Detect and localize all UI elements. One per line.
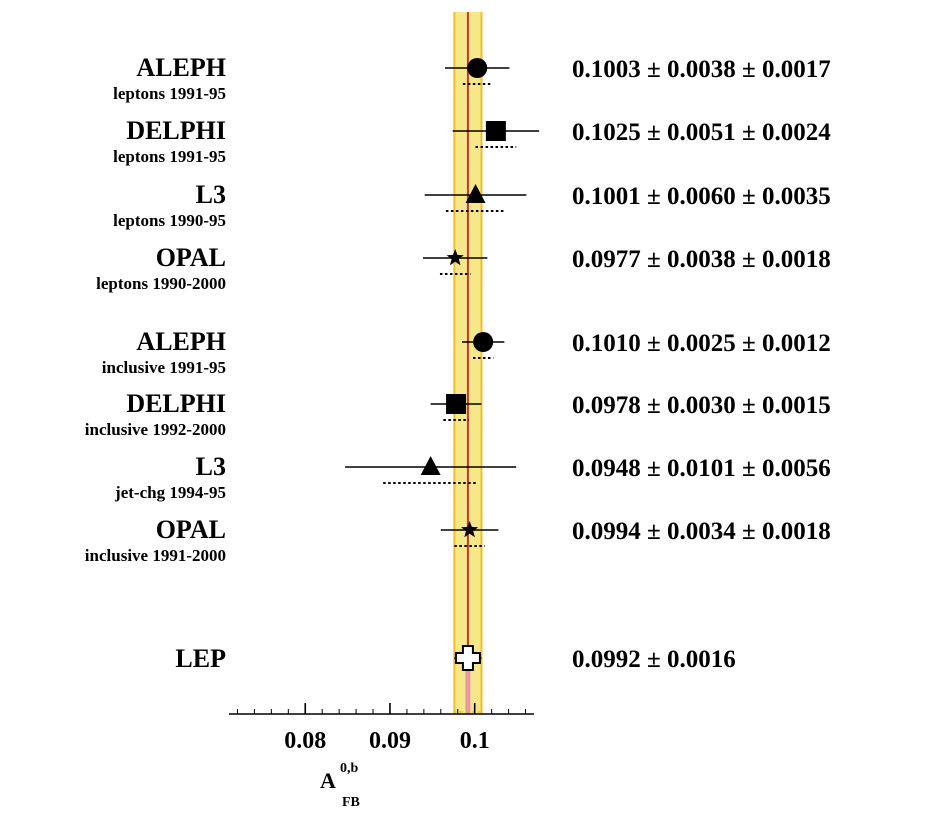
experiment-dataset: inclusive 1992-2000 bbox=[85, 420, 226, 439]
measurement-row: DELPHI inclusive 1992-2000 0.0978 ± 0.0030… bbox=[85, 389, 831, 439]
measurement-row: L3 jet-chg 1994-95 0.0948 ± 0.0101 ± 0.005… bbox=[114, 452, 831, 502]
circle-marker bbox=[473, 332, 494, 352]
experiment-dataset: leptons 1990-95 bbox=[113, 211, 226, 230]
measurement-row: L3 leptons 1990-95 0.1001 ± 0.0060 ± 0.003… bbox=[113, 180, 831, 230]
experiment-dataset: inclusive 1991-95 bbox=[102, 358, 226, 377]
combined-band-layer bbox=[453, 12, 483, 714]
triangle-marker bbox=[465, 184, 486, 203]
triangle-marker bbox=[420, 456, 441, 475]
open-cross-marker bbox=[454, 645, 481, 671]
experiment-dataset: leptons 1990-2000 bbox=[96, 274, 226, 293]
measurement-value: 0.1003 ± 0.0038 ± 0.0017 bbox=[572, 56, 831, 83]
x-tick-label: 0.1 bbox=[460, 728, 490, 754]
star-marker bbox=[446, 249, 464, 266]
measurement-value: 0.0994 ± 0.0034 ± 0.0018 bbox=[572, 518, 831, 545]
square-marker bbox=[485, 121, 506, 141]
measurement-row: ALEPH leptons 1991-95 0.1003 ± 0.0038 ± 0.… bbox=[113, 53, 831, 103]
x-tick-label: 0.08 bbox=[284, 728, 326, 754]
measurement-value: 0.1010 ± 0.0025 ± 0.0012 bbox=[572, 330, 831, 357]
experiment-name: L3 bbox=[196, 180, 226, 209]
experiment-name: OPAL bbox=[156, 243, 226, 272]
x-axis-label-subscript: FB bbox=[342, 795, 360, 810]
experiment-name: L3 bbox=[196, 452, 226, 481]
experiment-name: ALEPH bbox=[136, 53, 226, 82]
experiment-dataset: leptons 1991-95 bbox=[113, 84, 226, 103]
experiment-dataset: jet-chg 1994-95 bbox=[114, 483, 226, 502]
experiment-name: OPAL bbox=[156, 515, 226, 544]
combined-name: LEP bbox=[175, 644, 226, 673]
combined-value: 0.0992 ± 0.0016 bbox=[572, 646, 736, 673]
x-axis-label: A bbox=[320, 768, 336, 793]
star-marker bbox=[461, 521, 479, 538]
measurement-row: OPAL leptons 1990-2000 0.0977 ± 0.0038 ± 0… bbox=[96, 243, 831, 293]
measurement-value: 0.1025 ± 0.0051 ± 0.0024 bbox=[572, 119, 831, 146]
experiment-dataset: inclusive 1991-2000 bbox=[85, 546, 226, 565]
measurement-row: ALEPH inclusive 1991-95 0.1010 ± 0.0025 ± … bbox=[102, 327, 831, 377]
experiment-name: DELPHI bbox=[126, 389, 226, 418]
measurement-rows: ALEPH leptons 1991-95 0.1003 ± 0.0038 ± 0.… bbox=[85, 53, 831, 714]
combined-row: LEP 0.0992 ± 0.0016 bbox=[175, 644, 736, 714]
measurement-row: OPAL inclusive 1991-2000 0.0994 ± 0.0034 ±… bbox=[85, 515, 831, 565]
measurement-value: 0.0948 ± 0.0101 ± 0.0056 bbox=[572, 455, 831, 482]
x-axis: A 0,b FB 0.08 0.09 0.1 bbox=[229, 703, 534, 810]
experiment-dataset: leptons 1991-95 bbox=[113, 147, 226, 166]
measurement-value: 0.1001 ± 0.0060 ± 0.0035 bbox=[572, 183, 831, 210]
square-marker bbox=[446, 394, 467, 414]
measurement-row: DELPHI leptons 1991-95 0.1025 ± 0.0051 ± 0… bbox=[113, 116, 831, 166]
measurement-value: 0.0978 ± 0.0030 ± 0.0015 bbox=[572, 392, 831, 419]
experiment-name: ALEPH bbox=[136, 327, 226, 356]
experiment-name: DELPHI bbox=[126, 116, 226, 145]
circle-marker bbox=[467, 58, 488, 78]
x-axis-label-superscript: 0,b bbox=[340, 761, 359, 776]
x-tick-label: 0.09 bbox=[369, 728, 411, 754]
measurement-value: 0.0977 ± 0.0038 ± 0.0018 bbox=[572, 246, 831, 273]
